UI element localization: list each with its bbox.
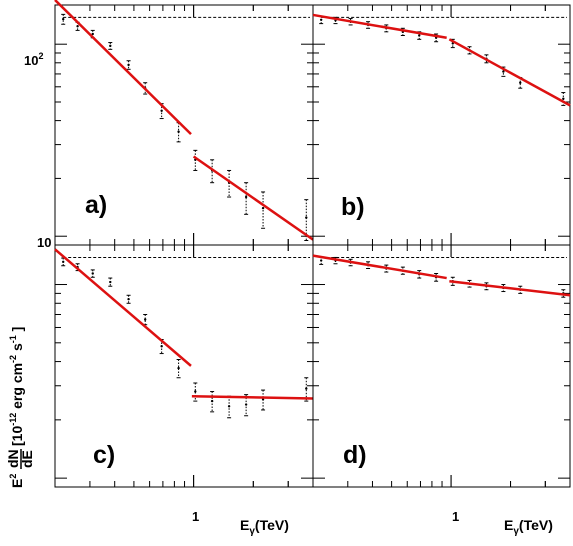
point-marker <box>261 398 265 401</box>
data-point <box>61 257 66 267</box>
fit-line-1 <box>312 13 447 40</box>
point-marker <box>160 109 163 112</box>
point-marker <box>227 405 231 408</box>
fit-line-1 <box>312 254 447 280</box>
data-point <box>261 389 266 411</box>
point-marker <box>109 280 112 284</box>
data-point <box>143 314 148 326</box>
data-point <box>193 382 198 402</box>
point-marker <box>319 18 323 21</box>
ylabel-fraction-denominator: dE <box>19 450 35 468</box>
data-point <box>561 92 566 106</box>
panel-a: a) <box>54 0 314 246</box>
point-marker <box>127 297 130 301</box>
point-marker <box>418 34 421 37</box>
data-point <box>193 149 198 171</box>
point-marker <box>76 25 79 28</box>
xtick-label-1-right: 1 <box>452 509 459 524</box>
fit-line-2 <box>191 394 314 400</box>
xlabel-left: Eγ(TeV) <box>240 517 289 537</box>
point-marker <box>194 390 197 393</box>
point-marker <box>519 81 522 84</box>
fit-line-1 <box>54 0 192 136</box>
point-marker <box>177 366 180 370</box>
xtick-label-1-left: 1 <box>192 509 199 524</box>
point-marker <box>305 387 308 390</box>
data-point <box>108 42 113 50</box>
data-point <box>90 269 95 278</box>
panel-label: d) <box>343 441 367 469</box>
panel-label: b) <box>341 193 365 221</box>
point-marker <box>210 399 214 403</box>
fit-line-1 <box>54 248 192 367</box>
data-point <box>126 60 131 70</box>
data-point <box>261 191 266 229</box>
fit-line-2 <box>448 38 571 107</box>
point-marker <box>143 318 147 321</box>
ylabel-fraction-numerator: dN <box>5 449 21 468</box>
panel-label: c) <box>93 441 115 469</box>
data-point <box>176 358 181 379</box>
point-marker <box>319 259 323 262</box>
point-marker <box>177 130 180 133</box>
data-point <box>227 395 232 419</box>
panel-b: b) <box>312 4 571 246</box>
panel-frame <box>312 244 571 488</box>
data-point <box>126 294 131 304</box>
xlabel-right: Eγ(TeV) <box>504 517 553 537</box>
point-marker <box>244 403 248 406</box>
point-marker <box>244 195 248 199</box>
point-marker <box>562 97 565 100</box>
data-point <box>210 391 215 413</box>
point-marker <box>91 272 94 275</box>
fit-line-2 <box>192 155 314 241</box>
point-marker <box>62 260 65 264</box>
ytick-label-100: 102 <box>24 51 43 68</box>
panel-label: a) <box>85 191 107 219</box>
point-marker <box>109 44 112 48</box>
point-marker <box>91 32 94 36</box>
fit-line-2 <box>449 279 571 297</box>
data-point <box>244 182 249 215</box>
point-marker <box>160 345 163 348</box>
point-marker <box>62 17 65 21</box>
panels-layer: a) b) c) d) <box>54 0 571 488</box>
data-point <box>176 122 181 143</box>
data-point <box>108 277 113 287</box>
point-marker <box>261 206 265 210</box>
panel-d: d) <box>312 244 571 488</box>
svg-text:[10-12 erg cm-2 s-1 ]: [10-12 erg cm-2 s-1 ] <box>8 327 25 446</box>
point-marker <box>127 63 130 67</box>
ylabel: E2 dN dE [10-12 erg cm-2 s-1 ] <box>5 327 35 488</box>
point-marker <box>502 70 505 73</box>
ytick-label-10: 10 <box>37 235 51 250</box>
panel-c: c) <box>54 244 314 488</box>
data-point <box>61 13 66 25</box>
svg-text:E2: E2 <box>8 474 25 488</box>
point-marker <box>305 216 308 219</box>
data-point <box>227 169 232 198</box>
